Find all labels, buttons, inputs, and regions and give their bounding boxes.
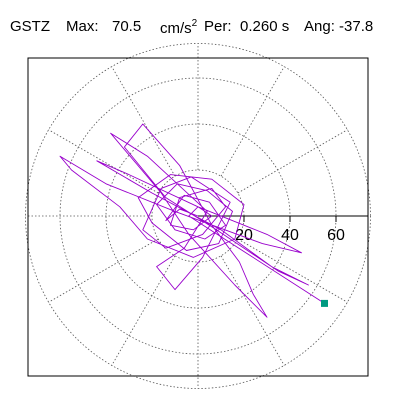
period-value: 0.260 s xyxy=(240,18,290,35)
station-code: GSTZ xyxy=(10,18,50,35)
grid-spoke xyxy=(237,238,348,303)
plot-frame xyxy=(27,57,369,377)
grid-spoke xyxy=(237,129,348,194)
grid-spoke xyxy=(48,238,159,303)
max-unit-base: cm/s xyxy=(160,20,192,37)
plot-header: GSTZ Max: 70.5 cm/s2 Per: 0.260 s Ang: -… xyxy=(0,0,400,48)
radial-tick-label: 40 xyxy=(281,227,299,244)
max-unit: cm/s2 xyxy=(160,18,197,37)
trace-series xyxy=(59,123,325,318)
grid-spoke xyxy=(48,129,159,194)
max-value: 70.5 xyxy=(112,18,142,35)
grid-spoke xyxy=(220,255,285,366)
particle-motion-trace xyxy=(59,123,325,318)
grid-spoke xyxy=(111,66,176,177)
radial-tick-label: 20 xyxy=(235,227,253,244)
period-label: Per: xyxy=(204,18,232,35)
max-unit-exponent: 2 xyxy=(191,18,198,29)
grid-spoke xyxy=(111,255,176,366)
angle-readout: Ang: -37.8 xyxy=(304,18,374,35)
trace-end-marker xyxy=(321,299,328,307)
max-label: Max: xyxy=(66,18,99,35)
radial-tick-labels: 20 40 60 xyxy=(235,216,345,244)
grid-spoke xyxy=(220,66,285,177)
radial-tick-label: 60 xyxy=(327,227,345,244)
